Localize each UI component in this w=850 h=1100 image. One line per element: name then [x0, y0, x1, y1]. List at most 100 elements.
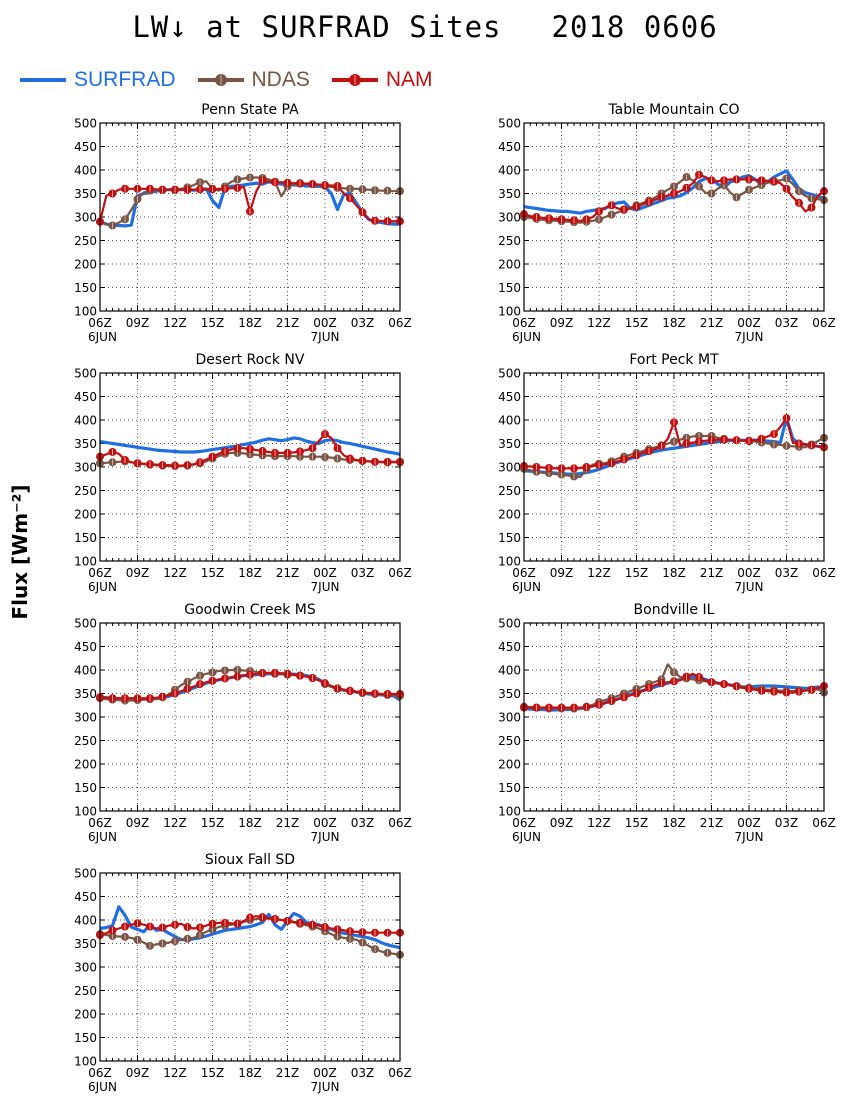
y-tick-label: 200 — [74, 758, 97, 772]
y-tick-label: 300 — [498, 211, 521, 225]
x-tick-label: 18Z — [238, 1066, 262, 1080]
series-line-surfrad — [99, 436, 401, 456]
legend-label-surfrad: SURFRAD — [74, 68, 176, 91]
y-tick-label: 350 — [74, 687, 97, 701]
y-tick-label: 100 — [498, 555, 521, 569]
y-tick-label: 300 — [74, 211, 97, 225]
x-tick-label: 06Z — [812, 816, 836, 830]
y-tick-label: 450 — [74, 390, 97, 404]
y-tick-label: 150 — [498, 281, 521, 295]
y-tick-label: 200 — [74, 508, 97, 522]
y-tick-label: 100 — [498, 305, 521, 319]
legend-label-nam: NAM — [385, 68, 433, 91]
y-tick-label: 450 — [74, 890, 97, 904]
title-date: 2018 0606 — [551, 10, 718, 44]
y-tick-label: 250 — [74, 234, 97, 248]
x-tick-label: 21Z — [700, 316, 724, 330]
x-tick-label: 15Z — [201, 566, 225, 580]
y-tick-label: 500 — [74, 617, 97, 631]
plot-frame — [99, 872, 401, 1062]
page-title: LW↓ at SURFRAD Sites 2018 0606 — [0, 10, 850, 44]
legend-item-ndas: NDAS — [196, 68, 310, 92]
x-tick-label: 00Z — [313, 1066, 337, 1080]
y-tick-label: 250 — [498, 484, 521, 498]
legend: SURFRAD NDAS NAM — [18, 66, 453, 94]
x-day-label: 6JUN — [512, 830, 541, 844]
y-tick-label: 200 — [74, 258, 97, 272]
x-tick-label: 00Z — [313, 816, 337, 830]
plot-frame — [523, 372, 825, 562]
x-day-label: 7JUN — [311, 330, 340, 344]
chart-title-sioux-fall-sd: Sioux Fall SD — [205, 852, 295, 868]
x-tick-label: 18Z — [662, 816, 686, 830]
x-tick-label: 03Z — [351, 566, 375, 580]
x-tick-label: 06Z — [88, 1066, 112, 1080]
chart-title-goodwin-creek-ms: Goodwin Creek MS — [184, 602, 316, 618]
y-tick-label: 200 — [498, 758, 521, 772]
legend-label-ndas: NDAS — [251, 68, 310, 91]
y-tick-label: 400 — [74, 414, 97, 428]
x-day-label: 7JUN — [311, 580, 340, 594]
x-tick-label: 03Z — [775, 566, 799, 580]
y-tick-label: 400 — [74, 664, 97, 678]
y-tick-label: 200 — [74, 1008, 97, 1022]
y-tick-label: 150 — [74, 781, 97, 795]
x-day-label: 7JUN — [735, 330, 764, 344]
x-day-label: 6JUN — [88, 830, 117, 844]
x-tick-label: 03Z — [351, 316, 375, 330]
x-tick-label: 21Z — [276, 566, 300, 580]
y-tick-label: 100 — [74, 1055, 97, 1069]
legend-swatch-surfrad — [20, 78, 66, 82]
x-tick-label: 09Z — [126, 1066, 150, 1080]
x-tick-label: 18Z — [238, 566, 262, 580]
chart-title-desert-rock-nv: Desert Rock NV — [196, 352, 305, 368]
y-tick-label: 450 — [74, 640, 97, 654]
x-tick-label: 21Z — [276, 1066, 300, 1080]
chart-sioux-fall-sd: Sioux Fall SD 100 150 200 250 300 350 400 450 500… — [74, 852, 412, 1094]
x-day-label: 6JUN — [88, 580, 117, 594]
chart-title-table-mountain-co: Table Mountain CO — [607, 102, 739, 118]
plot-frame — [99, 372, 401, 562]
x-tick-label: 00Z — [737, 316, 761, 330]
x-tick-label: 12Z — [163, 1066, 187, 1080]
y-tick-label: 200 — [498, 508, 521, 522]
x-tick-label: 21Z — [700, 816, 724, 830]
y-tick-label: 350 — [498, 437, 521, 451]
y-tick-label: 150 — [498, 781, 521, 795]
chart-title-bondville-il: Bondville IL — [634, 602, 715, 618]
x-tick-label: 12Z — [163, 566, 187, 580]
x-tick-label: 00Z — [737, 566, 761, 580]
y-tick-label: 350 — [74, 437, 97, 451]
legend-item-nam: NAM — [330, 68, 433, 92]
x-tick-label: 00Z — [313, 566, 337, 580]
x-tick-label: 21Z — [700, 566, 724, 580]
x-tick-label: 18Z — [662, 316, 686, 330]
x-tick-label: 15Z — [625, 566, 649, 580]
y-tick-label: 200 — [498, 258, 521, 272]
x-tick-label: 06Z — [88, 316, 112, 330]
x-tick-label: 12Z — [163, 316, 187, 330]
y-tick-label: 250 — [498, 734, 521, 748]
chart-table-mountain-co: Table Mountain CO 100 150 200 250 300 350 400 45… — [498, 102, 836, 344]
y-tick-label: 300 — [74, 711, 97, 725]
x-tick-label: 18Z — [662, 566, 686, 580]
x-tick-label: 15Z — [201, 316, 225, 330]
y-tick-label: 400 — [498, 164, 521, 178]
y-tick-label: 400 — [74, 914, 97, 928]
x-tick-label: 12Z — [587, 316, 611, 330]
x-tick-label: 06Z — [88, 816, 112, 830]
x-tick-label: 06Z — [812, 316, 836, 330]
x-tick-label: 09Z — [550, 816, 574, 830]
y-tick-label: 500 — [74, 867, 97, 881]
y-tick-label: 500 — [498, 367, 521, 381]
y-tick-label: 350 — [498, 687, 521, 701]
x-tick-label: 06Z — [388, 316, 412, 330]
y-tick-label: 100 — [498, 805, 521, 819]
x-day-label: 7JUN — [311, 830, 340, 844]
x-tick-label: 12Z — [587, 816, 611, 830]
x-tick-label: 09Z — [126, 816, 150, 830]
y-tick-label: 400 — [498, 664, 521, 678]
x-tick-label: 06Z — [388, 566, 412, 580]
chart-fort-peck-mt: Fort Peck MT 100 150 200 250 300 350 400 450 500 0… — [498, 352, 836, 594]
